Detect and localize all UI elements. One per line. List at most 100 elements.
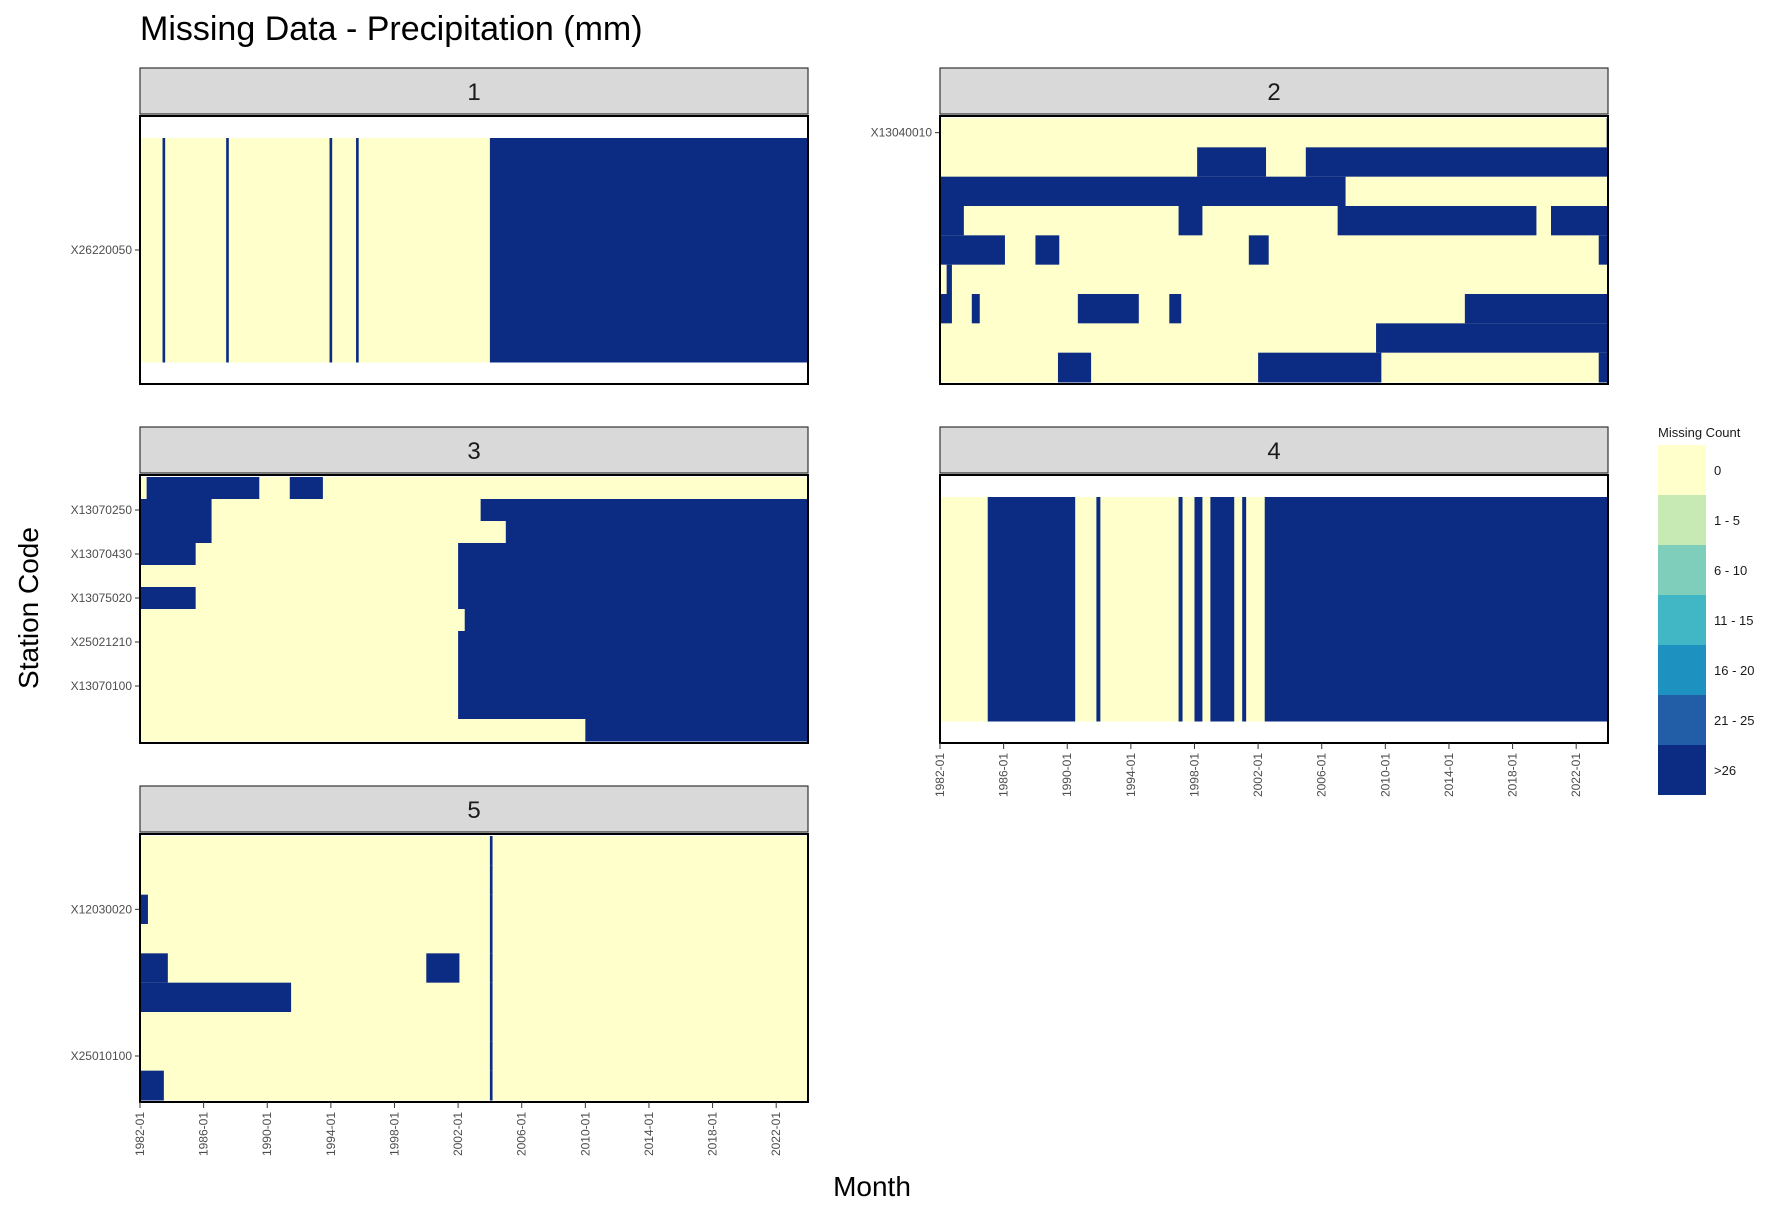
heatmap-cell-run [1305,147,1608,178]
legend-swatch [1658,545,1706,595]
heatmap-cell-run [140,587,196,610]
heatmap-cell-run [1598,235,1608,266]
y-tick-label: X26220050 [71,243,133,257]
heatmap-cell-run [1210,497,1235,722]
legend-label: 16 - 20 [1714,663,1754,678]
y-tick-label: X13075020 [71,591,133,605]
heatmap-cell-run [458,675,808,698]
heatmap-cell-run [140,894,148,925]
heatmap-row-background [940,118,1608,148]
y-tick-label: X13070250 [71,503,133,517]
heatmap-cell-run [1178,497,1183,722]
heatmap-cell-run [1248,235,1269,266]
heatmap-cell-run [489,953,493,984]
legend-title: Missing Count [1658,425,1741,440]
facet-panel-2: 2 X13040010 [871,67,1609,385]
heatmap-row-background [940,264,1608,295]
heatmap-cell-run [458,631,808,654]
facet-strip [139,785,809,833]
x-tick-label: 1994-01 [324,1112,338,1156]
heatmap-cell-run [458,697,808,720]
heatmap-cell-run [146,477,260,500]
facet-panel-5: 5 X12030020 X25010100 1982-01 1986-01 1990-01… [71,785,809,1156]
heatmap-cell-run [940,206,964,236]
x-tick-label: 2010-01 [1378,753,1392,797]
heatmap-row-background [140,1070,808,1101]
heatmap-row-background [140,953,808,984]
heatmap-cell-run [505,521,808,544]
heatmap-cell-run [1197,147,1267,178]
heatmap-cell-run [1077,294,1139,324]
heatmap-cell-run [289,477,323,500]
x-tick-label: 2014-01 [1442,753,1456,797]
heatmap-cell-run [1598,352,1608,383]
heatmap-cell-run [1057,352,1092,383]
heatmap-cell-run [162,138,166,363]
legend-swatch [1658,595,1706,645]
heatmap-cell-run [489,1070,493,1101]
heatmap-row-background [140,865,808,896]
heatmap-cell-run [1337,206,1537,236]
heatmap-cell-run [1035,235,1060,266]
x-tick-label: 2018-01 [706,1112,720,1156]
heatmap-cell-run [426,953,460,984]
heatmap-row-background [140,894,808,925]
heatmap-cell-run [489,1041,493,1072]
heatmap-cell-run [140,953,168,984]
facet-panel-4: 4 1982-01 1986-01 1990-01 1994-01 1998-01 2002… [933,426,1609,797]
heatmap-cell-run [140,499,212,522]
y-tick-label: X13070100 [71,679,133,693]
x-axis-title: Month [833,1171,911,1202]
x-tick-label: 2006-01 [515,1112,529,1156]
x-tick-label: 1998-01 [1187,753,1201,797]
heatmap-cell-run [1194,497,1203,722]
heatmap-row-background [140,924,808,954]
y-tick-label: X13070430 [71,547,133,561]
heatmap-cell-run [1264,497,1608,722]
legend-label: >26 [1714,763,1736,778]
heatmap-cell-run [971,294,980,324]
heatmap-cell-run [940,176,1346,207]
x-tick-label: 1990-01 [260,1112,274,1156]
heatmap-cell-run [489,138,808,363]
x-tick-label: 2022-01 [769,1112,783,1156]
legend-swatch [1658,645,1706,695]
facet-strip-label: 3 [467,438,480,465]
heatmap-cell-run [140,982,292,1013]
heatmap-cell-run [1464,294,1608,324]
x-tick-label: 2002-01 [1251,753,1265,797]
heatmap-row-background [140,836,808,866]
legend-label: 0 [1714,463,1721,478]
facet-strip [939,67,1609,115]
heatmap-cell-run [356,138,359,363]
heatmap-cell-run [140,1070,164,1101]
facet-panel-1: 1 X26220050 [71,67,809,385]
panel-border [939,474,1609,744]
heatmap-cell-run [489,982,493,1013]
x-tick-label: 1994-01 [1124,753,1138,797]
legend-label: 11 - 15 [1714,613,1754,628]
heatmap-cell-run [1096,497,1101,722]
facet-strip-label: 4 [1267,438,1280,465]
heatmap-cell-run [458,565,808,588]
x-tick-label: 2010-01 [578,1112,592,1156]
legend-swatch [1658,745,1706,795]
heatmap-cell-run [940,235,1005,266]
x-tick-label: 1990-01 [1060,753,1074,797]
legend-label: 6 - 10 [1714,563,1747,578]
panel-border [939,115,1609,385]
heatmap-cell-run [1178,206,1203,236]
heatmap-cell-run [464,609,808,632]
heatmap-cell-run [946,264,952,295]
facet-strip-label: 5 [467,797,480,824]
heatmap-cell-run [489,836,493,866]
legend-swatch [1658,495,1706,545]
heatmap-cell-run [585,719,808,742]
heatmap-cell-run [140,521,212,544]
x-tick-label: 2022-01 [1569,753,1583,797]
panel-border [139,115,809,385]
facet-strip-label: 1 [467,79,480,106]
heatmap-row-background [140,1041,808,1072]
x-tick-label: 2006-01 [1315,753,1329,797]
x-tick-label: 1982-01 [133,1112,147,1156]
